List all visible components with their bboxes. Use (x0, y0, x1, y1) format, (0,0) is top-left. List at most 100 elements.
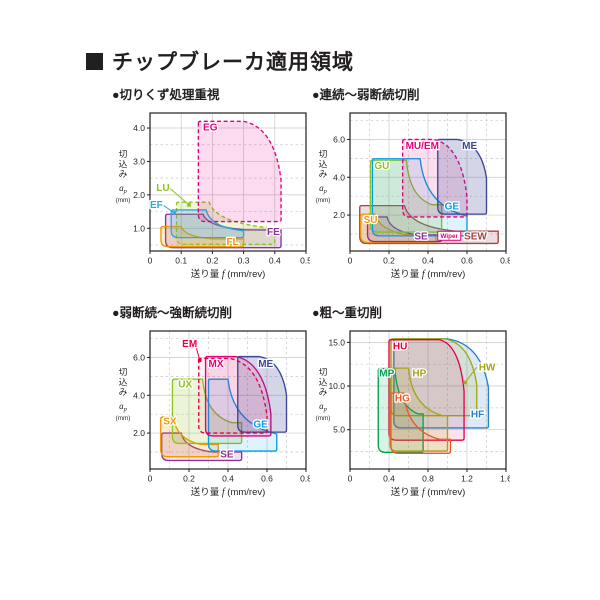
region-SE (161, 432, 243, 462)
y-tick-label: 1.0 (133, 223, 145, 233)
x-tick-label: 0.6 (261, 474, 273, 484)
chart-subtitle: ●切りくず処理重視 (112, 88, 220, 102)
region-label-SU: SU (364, 215, 378, 226)
region-SX (160, 416, 219, 458)
region-label-GE: GE (253, 419, 268, 430)
svg-text:み: み (319, 387, 328, 397)
regions (377, 338, 490, 454)
chart-light-heavy-interrupted: ●弱断続～強断続切削 0 0.2 0.4 0.6 0.8 2.0 4.0 6.0 送り量 f (… (110, 302, 310, 520)
y-axis-title: 切込み ap (mm) (116, 149, 131, 204)
region-label-MP: MP (379, 368, 394, 379)
regions (160, 120, 282, 249)
region-SEW (359, 204, 499, 245)
y-tick-label: 2.0 (333, 210, 345, 220)
region-label-ME: ME (258, 359, 273, 370)
chart-subtitle: ●連続～弱断続切削 (312, 88, 420, 102)
axes: 0 0.4 0.8 1.2 1.6 5.0 10.0 15.0 送り量 f (mm/rev) (328, 330, 510, 498)
leader-marker (463, 380, 467, 385)
svg-text:切: 切 (119, 149, 128, 159)
chart-subtitle: ●弱断続～強断続切削 (112, 306, 233, 320)
x-tick-label: 0 (148, 256, 153, 266)
region-label-FL: FL (226, 237, 238, 248)
regions (160, 355, 288, 462)
y-axis-title: 切込み ap (mm) (116, 367, 131, 422)
region-MU/EM (401, 138, 468, 218)
x-tick-label: 0.8 (500, 256, 510, 266)
chart-chip-control: ●切りくず処理重視 0 0.1 0.2 0.3 0.4 0.5 1.0 2.0 3.0 4.0 送り… (110, 84, 310, 302)
x-tick-label: 0.2 (383, 256, 395, 266)
region-label-SE: SE (220, 449, 234, 460)
region-label-HU: HU (393, 341, 407, 352)
svg-text:込: 込 (319, 159, 328, 169)
leader-marker (187, 203, 191, 207)
region-HP (389, 367, 449, 452)
x-tick-label: 0 (148, 474, 153, 484)
y-tick-label: 10.0 (328, 381, 345, 391)
region-label-GE: GE (445, 201, 460, 212)
x-tick-label: 0 (348, 256, 353, 266)
chart-light-heavy-interrupted-plot: 0 0.2 0.4 0.6 0.8 2.0 4.0 6.0 送り量 f (mm/rev) 切込みa… (116, 330, 310, 498)
x-axis-title: 送り量 f (mm/rev) (391, 486, 466, 498)
x-tick-label: 0.2 (206, 256, 218, 266)
region-label-FE: FE (267, 227, 280, 238)
region-label-MX: MX (209, 359, 224, 370)
svg-text:み: み (119, 387, 128, 397)
page-title: チップブレーカ適用領域 (112, 51, 354, 74)
svg-text:み: み (119, 169, 128, 179)
y-tick-label: 5.0 (333, 425, 345, 435)
region-label-MU/EM: MU/EM (406, 141, 439, 152)
chart-continuous-light-interrupted-plot: 0 0.2 0.4 0.6 0.8 2.0 4.0 6.0 送り量 f (mm/rev) 切込みa… (316, 112, 510, 280)
x-tick-label: 0.4 (383, 474, 395, 484)
x-tick-label: 0.3 (238, 256, 250, 266)
leader-marker (172, 211, 177, 215)
region-EG (197, 120, 282, 223)
x-tick-label: 1.6 (500, 474, 510, 484)
x-axis-title: 送り量 f (mm/rev) (191, 268, 266, 280)
region-FL (160, 225, 245, 248)
regions (359, 138, 499, 245)
svg-text:ap: ap (319, 401, 328, 413)
region-label-HP: HP (412, 368, 426, 379)
svg-text:(mm): (mm) (116, 415, 131, 422)
x-tick-label: 0.2 (183, 474, 195, 484)
region-label-LU: LU (156, 183, 169, 194)
x-tick-label: 0.8 (300, 474, 310, 484)
x-tick-label: 0.4 (269, 256, 281, 266)
svg-text:(mm): (mm) (116, 197, 131, 204)
svg-text:切: 切 (319, 149, 328, 159)
svg-text:ap: ap (119, 401, 128, 413)
svg-text:み: み (319, 169, 328, 179)
region-label-HG: HG (395, 394, 410, 405)
region-EM (198, 357, 268, 434)
chart-rough-heavy: ●粗～重切削 0 0.4 0.8 1.2 1.6 5.0 10.0 15.0 送り量 f (mm… (310, 302, 510, 520)
region-ME (437, 138, 488, 215)
axes: 0 0.1 0.2 0.3 0.4 0.5 1.0 2.0 3.0 4.0 送り量 f (mm/re… (133, 112, 310, 280)
x-tick-label: 0.8 (422, 474, 434, 484)
leader-marker (197, 358, 202, 363)
y-tick-label: 4.0 (333, 172, 345, 182)
wiper-badge (437, 230, 462, 241)
x-tick-label: 0 (348, 474, 353, 484)
axes: 0 0.2 0.4 0.6 0.8 2.0 4.0 6.0 送り量 f (mm/rev) (133, 330, 310, 498)
region-EF (170, 209, 245, 239)
title-square-icon (86, 52, 103, 70)
region-HW (390, 338, 478, 417)
y-tick-label: 2.0 (133, 190, 145, 200)
region-label-EF: EF (150, 200, 163, 211)
region-label-EG: EG (203, 123, 218, 134)
x-tick-label: 0.4 (222, 474, 234, 484)
x-tick-label: 0.1 (175, 256, 187, 266)
x-axis-title: 送り量 f (mm/rev) (191, 486, 266, 498)
svg-text:切: 切 (119, 367, 128, 377)
y-axis-title: 切込み ap (mm) (316, 149, 331, 204)
region-label-HF: HF (471, 409, 484, 420)
svg-text:込: 込 (119, 159, 128, 169)
region-label-Wiper: Wiper (441, 233, 459, 240)
region-labels: EG LU EF FL FE (149, 121, 282, 249)
x-tick-label: 0.5 (300, 256, 310, 266)
svg-text:(mm): (mm) (316, 197, 331, 204)
region-labels: HU MP HP HG HW HF (378, 340, 497, 422)
region-label-SX: SX (163, 417, 177, 428)
y-tick-label: 15.0 (328, 337, 345, 347)
